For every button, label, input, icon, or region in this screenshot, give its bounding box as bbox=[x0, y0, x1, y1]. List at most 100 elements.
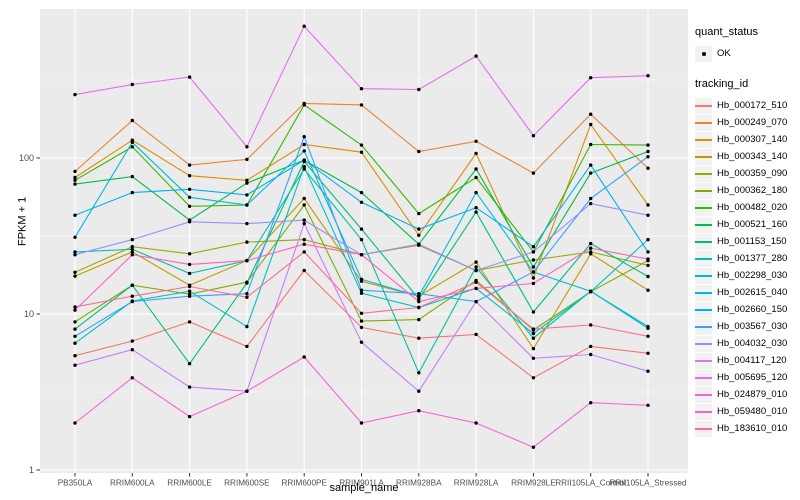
data-point bbox=[302, 268, 306, 273]
data-point bbox=[130, 237, 134, 242]
legend-item-label: Hb_000482_020 bbox=[717, 202, 788, 213]
legend-color-key bbox=[695, 352, 712, 369]
legend: quant_status OK tracking_id Hb_000172_51… bbox=[695, 26, 800, 453]
legend-item: Hb_002298_030 bbox=[695, 267, 800, 284]
data-point bbox=[245, 157, 249, 162]
data-point bbox=[359, 87, 364, 91]
data-point bbox=[646, 149, 650, 154]
data-point bbox=[359, 227, 364, 231]
data-point bbox=[187, 271, 192, 276]
legend-tracking-id: tracking_id Hb_000172_510 Hb_000249_070 Hb… bbox=[695, 78, 800, 437]
data-point bbox=[359, 311, 364, 315]
data-point bbox=[417, 297, 421, 301]
data-point bbox=[187, 204, 192, 208]
data-point bbox=[589, 241, 593, 246]
line-swatch-icon bbox=[695, 393, 712, 396]
data-point bbox=[73, 250, 77, 254]
data-point bbox=[589, 201, 593, 206]
ok-point-key bbox=[695, 45, 712, 62]
data-point bbox=[531, 310, 536, 314]
legend-item: Hb_000362_180 bbox=[695, 182, 800, 199]
data-point bbox=[531, 250, 536, 254]
x-tick-label: RRIM928BA bbox=[396, 479, 442, 488]
data-point bbox=[130, 145, 134, 149]
data-point bbox=[302, 158, 306, 162]
data-point bbox=[589, 163, 593, 167]
data-point bbox=[589, 246, 593, 250]
data-point bbox=[302, 221, 306, 226]
data-point bbox=[417, 305, 421, 310]
data-point bbox=[646, 351, 650, 355]
data-point bbox=[531, 336, 536, 340]
legend-color-key bbox=[695, 267, 712, 284]
data-point bbox=[73, 334, 77, 338]
data-point bbox=[359, 421, 364, 425]
data-point bbox=[589, 122, 593, 127]
data-point bbox=[589, 401, 593, 405]
legend-item: Hb_003567_030 bbox=[695, 318, 800, 335]
data-point bbox=[245, 203, 249, 207]
data-point bbox=[245, 324, 249, 329]
y-tick-label: 1 bbox=[29, 465, 34, 475]
data-point bbox=[531, 245, 536, 249]
legend-item-label: Hb_005695_120 bbox=[717, 372, 788, 383]
data-point bbox=[417, 149, 421, 154]
data-point bbox=[417, 87, 421, 92]
data-point bbox=[474, 260, 478, 264]
data-point bbox=[130, 294, 134, 298]
data-point bbox=[359, 143, 364, 147]
data-point bbox=[646, 403, 650, 407]
legend-item: Hb_059480_010 bbox=[695, 403, 800, 420]
data-point bbox=[417, 211, 421, 216]
data-point bbox=[646, 155, 650, 159]
line-swatch-icon bbox=[695, 257, 712, 260]
legend-item-label: Hb_000172_510 bbox=[717, 100, 788, 111]
data-point bbox=[359, 291, 364, 295]
legend-item: Hb_002660_150 bbox=[695, 301, 800, 318]
data-point bbox=[359, 200, 364, 204]
data-point bbox=[417, 233, 421, 237]
line-swatch-icon bbox=[695, 325, 712, 328]
data-point bbox=[417, 317, 421, 322]
legend-item-label: Hb_000307_140 bbox=[717, 134, 788, 145]
legend-color-key bbox=[695, 301, 712, 318]
data-point bbox=[359, 253, 364, 257]
data-point bbox=[302, 196, 306, 201]
x-tick-label: RRIM600PE bbox=[281, 479, 327, 488]
x-tick-label: RRII105LA_Stressed bbox=[610, 479, 687, 488]
data-point bbox=[245, 145, 249, 149]
data-point bbox=[531, 356, 536, 360]
line-swatch-icon bbox=[695, 308, 712, 311]
data-point bbox=[73, 270, 77, 274]
data-point bbox=[646, 324, 650, 329]
line-swatch-icon bbox=[695, 359, 712, 362]
data-point bbox=[130, 299, 134, 304]
data-point bbox=[646, 143, 650, 147]
legend-color-key bbox=[695, 148, 712, 165]
legend-item-label: Hb_059480_010 bbox=[717, 406, 788, 417]
data-point bbox=[417, 409, 421, 413]
line-swatch-icon bbox=[695, 155, 712, 158]
legend-item-label: Hb_001377_280 bbox=[717, 253, 788, 264]
data-point bbox=[73, 182, 77, 186]
line-swatch-icon bbox=[695, 427, 712, 430]
data-point bbox=[359, 103, 364, 107]
data-point bbox=[187, 174, 192, 178]
data-point bbox=[531, 258, 536, 262]
line-swatch-icon bbox=[695, 223, 712, 226]
legend-color-key bbox=[695, 403, 712, 420]
data-point bbox=[187, 252, 192, 256]
data-point bbox=[474, 286, 478, 291]
data-point bbox=[589, 352, 593, 357]
legend-tracking-items: Hb_000172_510 Hb_000249_070 Hb_000307_140 H… bbox=[695, 97, 800, 437]
data-point bbox=[531, 281, 536, 286]
data-point bbox=[73, 320, 77, 324]
data-point bbox=[130, 140, 134, 144]
legend-color-key bbox=[695, 131, 712, 148]
data-point bbox=[187, 362, 192, 366]
data-point bbox=[646, 369, 650, 373]
legend-item-label: Hb_003567_030 bbox=[717, 321, 788, 332]
x-tick-label: RRIM901LA bbox=[339, 479, 384, 488]
